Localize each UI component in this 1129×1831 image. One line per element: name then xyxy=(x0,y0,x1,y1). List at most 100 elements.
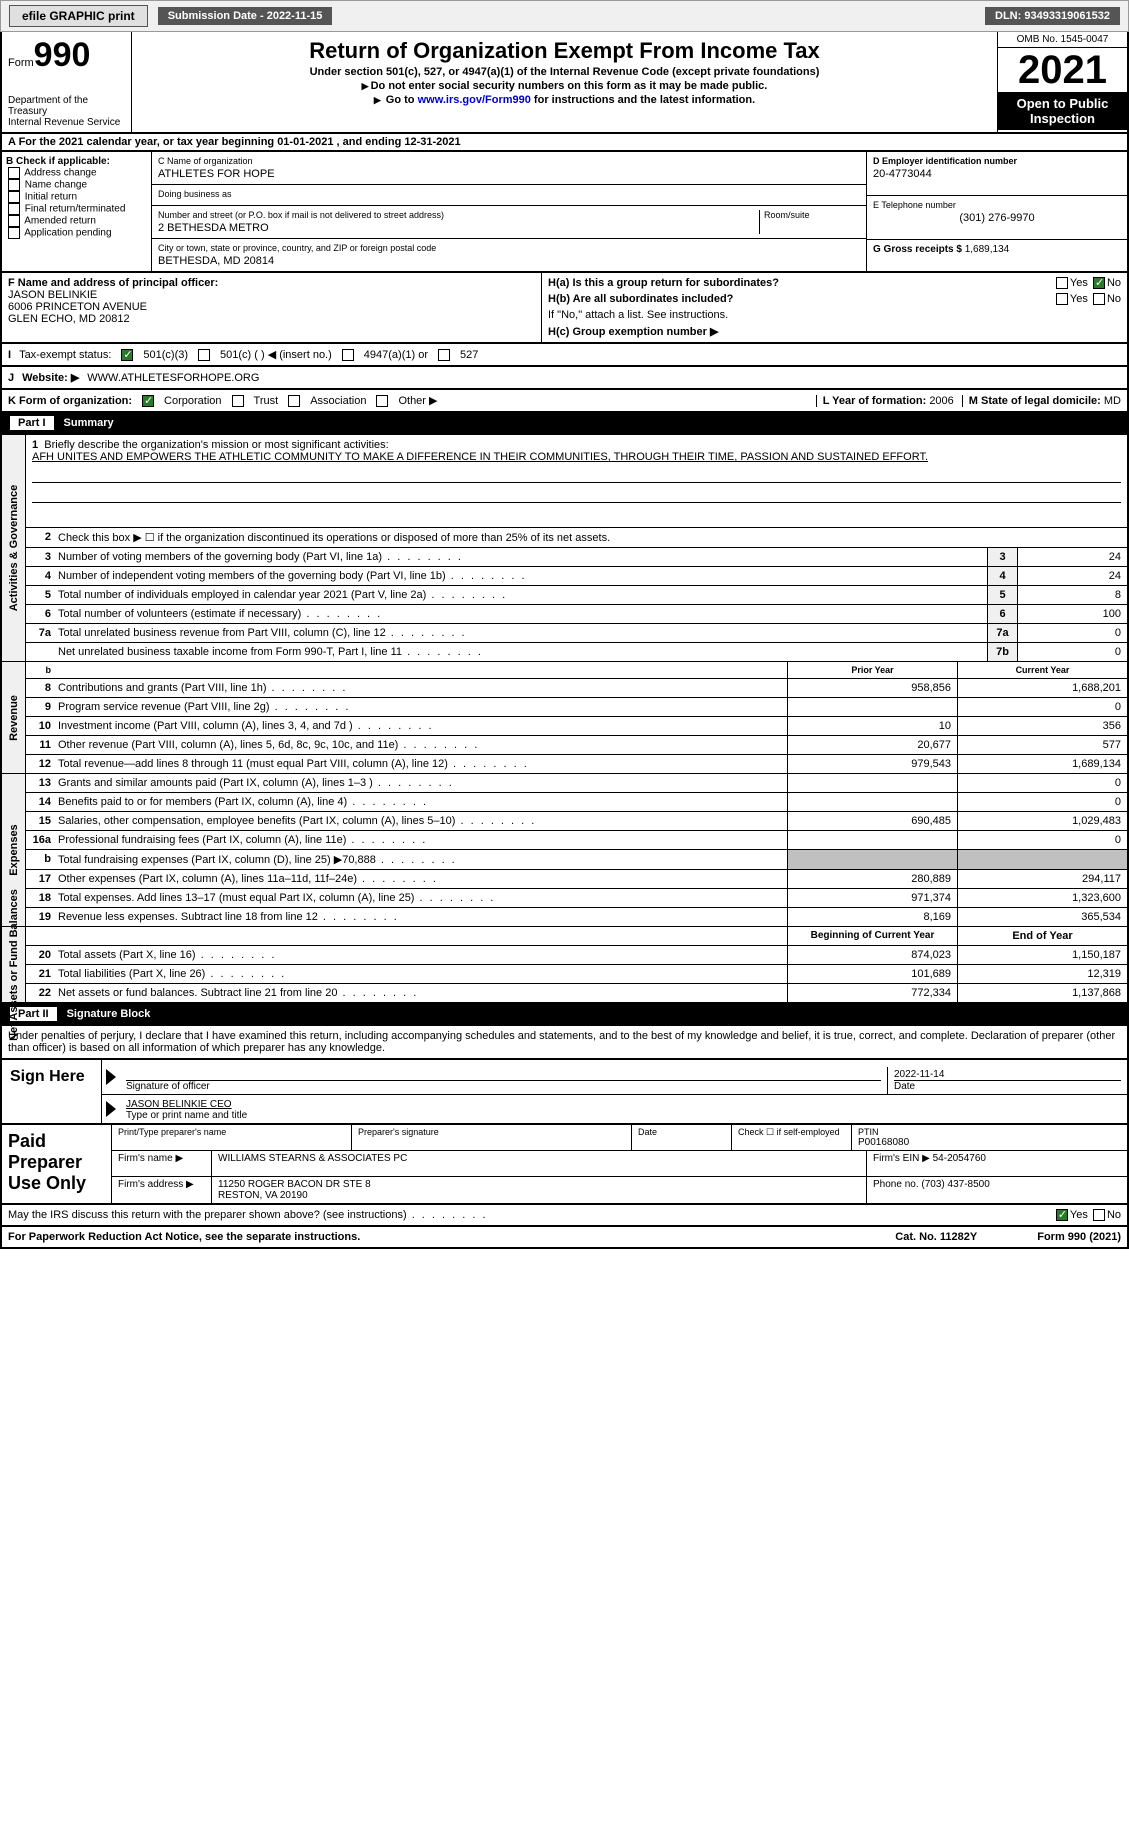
discuss-q: May the IRS discuss this return with the… xyxy=(8,1209,488,1221)
efile-print-button[interactable]: efile GRAPHIC print xyxy=(9,5,148,27)
line2: Check this box ▶ ☐ if the organization d… xyxy=(54,528,1127,547)
web-label: Website: ▶ xyxy=(22,371,79,384)
part2-header: Part II Signature Block xyxy=(0,1004,1129,1026)
irs-label: Internal Revenue Service xyxy=(8,117,125,128)
sign-here-label: Sign Here xyxy=(2,1060,102,1123)
section-expenses: Expenses 13Grants and similar amounts pa… xyxy=(2,773,1127,926)
col-b: B Check if applicable: Address change Na… xyxy=(2,152,152,271)
irs-link[interactable]: www.irs.gov/Form990 xyxy=(418,94,531,106)
block-fh: F Name and address of principal officer:… xyxy=(0,273,1129,344)
ein-label: D Employer identification number xyxy=(873,156,1121,166)
gov-line: 4Number of independent voting members of… xyxy=(26,567,1127,586)
chk-address[interactable] xyxy=(8,167,20,179)
m-label: M State of legal domicile: xyxy=(969,395,1101,407)
addr: 2 BETHESDA METRO xyxy=(158,222,759,234)
hb-yes[interactable] xyxy=(1056,293,1068,305)
chk-corp[interactable] xyxy=(142,395,154,407)
form-subtitle: Under section 501(c), 527, or 4947(a)(1)… xyxy=(136,66,993,78)
net-line: 21Total liabilities (Part X, line 26)101… xyxy=(26,965,1127,984)
ha-label: H(a) Is this a group return for subordin… xyxy=(548,277,779,289)
chk-trust[interactable] xyxy=(232,395,244,407)
pra-notice: For Paperwork Reduction Act Notice, see … xyxy=(8,1231,360,1243)
discuss-yes[interactable] xyxy=(1056,1209,1068,1221)
chk-name[interactable] xyxy=(8,179,20,191)
ptin: P00168080 xyxy=(858,1137,1121,1148)
header-middle: Return of Organization Exempt From Incom… xyxy=(132,32,997,132)
curr-hdr: Current Year xyxy=(957,662,1127,678)
end-hdr: End of Year xyxy=(957,927,1127,945)
exp-line: 15Salaries, other compensation, employee… xyxy=(26,812,1127,831)
firm-phone-label: Phone no. xyxy=(873,1179,919,1190)
header-left: Form990 Department of the Treasury Inter… xyxy=(2,32,132,132)
firm-addr1: 11250 ROGER BACON DR STE 8 xyxy=(218,1179,860,1190)
addr-label: Number and street (or P.O. box if mail i… xyxy=(158,210,759,220)
section-revenue: Revenue b Prior Year Current Year 8Contr… xyxy=(2,661,1127,773)
chk-501c3[interactable] xyxy=(121,349,133,361)
tax-year: 2021 xyxy=(998,48,1127,92)
chk-assoc[interactable] xyxy=(288,395,300,407)
ha-yes[interactable] xyxy=(1056,277,1068,289)
firm-phone: (703) 437-8500 xyxy=(921,1179,989,1190)
city: BETHESDA, MD 20814 xyxy=(158,255,860,267)
firm-ein: 54-2054760 xyxy=(933,1153,986,1164)
submission-date: Submission Date - 2022-11-15 xyxy=(158,7,333,25)
hb-no[interactable] xyxy=(1093,293,1105,305)
section-governance: Activities & Governance 1 Briefly descri… xyxy=(2,435,1127,661)
k-label: K Form of organization: xyxy=(8,395,132,407)
open-public: Open to Public Inspection xyxy=(998,92,1127,130)
org-name: ATHLETES FOR HOPE xyxy=(158,168,860,180)
officer-addr2: GLEN ECHO, MD 20812 xyxy=(8,313,535,325)
form-label: Form xyxy=(8,57,34,69)
phone-label: E Telephone number xyxy=(873,200,1121,210)
side-netassets: Net Assets or Fund Balances xyxy=(8,889,20,1041)
col-h: H(a) Is this a group return for subordin… xyxy=(542,273,1127,342)
part1-num: Part I xyxy=(10,416,54,430)
b-label: B Check if applicable: xyxy=(6,156,147,167)
section-netassets: Net Assets or Fund Balances Beginning of… xyxy=(2,926,1127,1002)
ha-no[interactable] xyxy=(1093,277,1105,289)
ptin-label: PTIN xyxy=(858,1127,1121,1137)
prior-hdr: Prior Year xyxy=(787,662,957,678)
discuss-no[interactable] xyxy=(1093,1209,1105,1221)
chk-501c[interactable] xyxy=(198,349,210,361)
prep-sig-label: Preparer's signature xyxy=(358,1127,625,1137)
exp-line: 18Total expenses. Add lines 13–17 (must … xyxy=(26,889,1127,908)
hc-label: H(c) Group exemption number ▶ xyxy=(548,325,1121,338)
col-d: D Employer identification number 20-4773… xyxy=(867,152,1127,271)
prep-date-label: Date xyxy=(638,1127,725,1137)
l-val: 2006 xyxy=(929,395,953,407)
phone: (301) 276-9970 xyxy=(873,212,1121,224)
arrow-icon xyxy=(106,1069,116,1085)
gov-line: 6Total number of volunteers (estimate if… xyxy=(26,605,1127,624)
row-website: J Website: ▶ WWW.ATHLETESFORHOPE.ORG xyxy=(0,367,1129,390)
chk-4947[interactable] xyxy=(342,349,354,361)
col-c: C Name of organization ATHLETES FOR HOPE… xyxy=(152,152,867,271)
arrow-icon xyxy=(106,1101,116,1117)
firm-addr-label: Firm's address ▶ xyxy=(118,1179,194,1190)
exp-line: 13Grants and similar amounts paid (Part … xyxy=(26,774,1127,793)
chk-initial[interactable] xyxy=(8,191,20,203)
form-number: 990 xyxy=(34,36,91,74)
part1-body: Activities & Governance 1 Briefly descri… xyxy=(0,435,1129,1004)
declaration: Under penalties of perjury, I declare th… xyxy=(0,1026,1129,1060)
sig-name-label: Type or print name and title xyxy=(126,1110,1121,1121)
chk-amended[interactable] xyxy=(8,215,20,227)
chk-527[interactable] xyxy=(438,349,450,361)
hb-label: H(b) Are all subordinates included? xyxy=(548,293,733,305)
sig-date: 2022-11-14 xyxy=(894,1069,1121,1080)
block-bcd: B Check if applicable: Address change Na… xyxy=(0,152,1129,273)
firm-ein-label: Firm's EIN ▶ xyxy=(873,1153,930,1164)
part1-title: Summary xyxy=(64,417,114,429)
dln: DLN: 93493319061532 xyxy=(985,7,1120,25)
sig-officer-label: Signature of officer xyxy=(126,1080,881,1092)
note-link: Go to www.irs.gov/Form990 for instructio… xyxy=(136,94,993,106)
omb-number: OMB No. 1545-0047 xyxy=(998,32,1127,48)
form-footer: Form 990 (2021) xyxy=(1037,1231,1121,1243)
begin-hdr: Beginning of Current Year xyxy=(787,927,957,945)
chk-pending[interactable] xyxy=(8,227,20,239)
chk-final[interactable] xyxy=(8,203,20,215)
part1-header: Part I Summary xyxy=(0,413,1129,435)
chk-other[interactable] xyxy=(376,395,388,407)
prep-chk-label: Check ☐ if self-employed xyxy=(738,1127,845,1138)
prep-name-label: Print/Type preparer's name xyxy=(118,1127,345,1137)
